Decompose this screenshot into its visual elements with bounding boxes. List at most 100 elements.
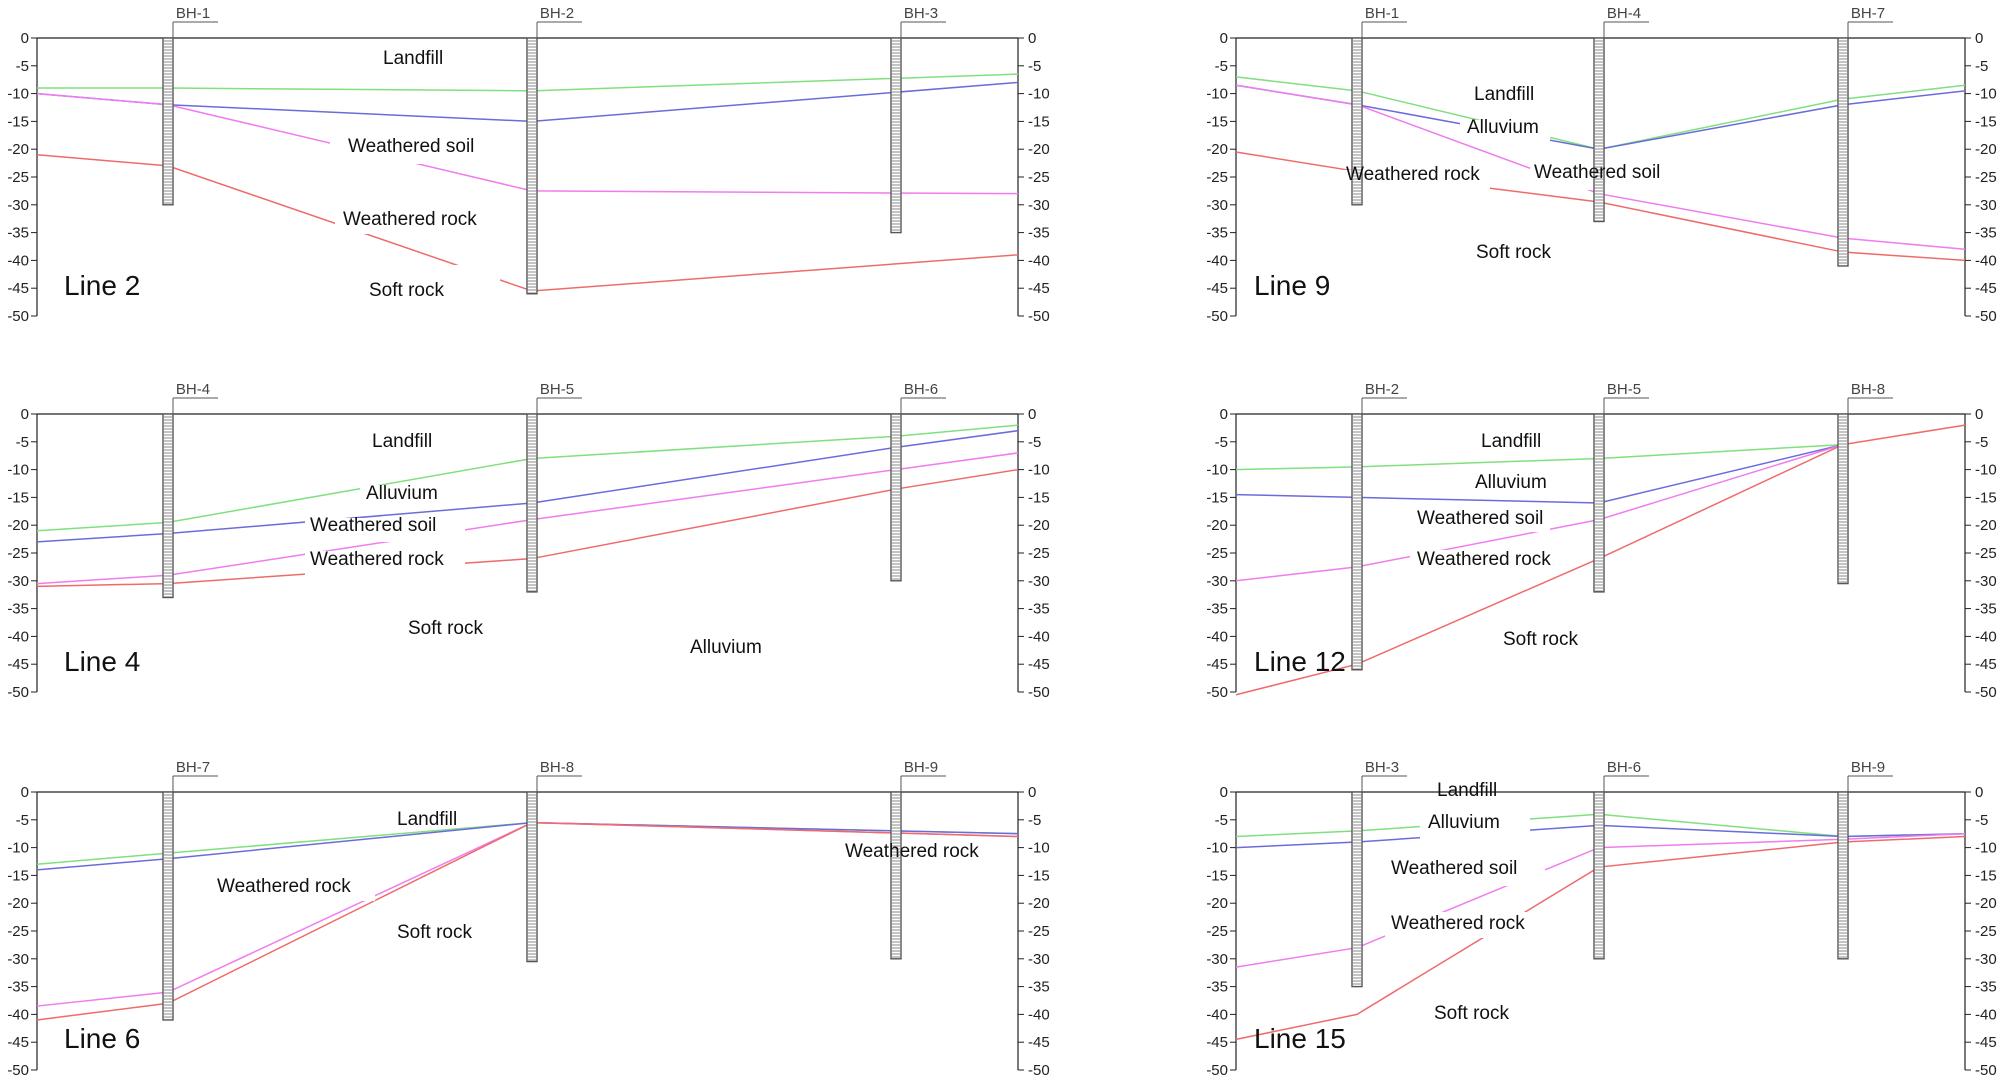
- landfill-boundary-line: [1235, 443, 1844, 471]
- layer-label: Weathered soil: [310, 515, 436, 536]
- depth-tick-label: -20: [1975, 141, 1997, 158]
- depth-tick-label: -25: [7, 545, 29, 562]
- depth-tick-label: -20: [7, 895, 29, 912]
- depth-tick-label: -40: [1206, 252, 1228, 269]
- label-gap: [1385, 912, 1545, 938]
- depth-tick-label: -35: [1975, 225, 1997, 242]
- borehole-column: [890, 413, 902, 582]
- depth-tick-label: -20: [7, 517, 29, 534]
- depth-tick-label: -40: [7, 252, 29, 269]
- borehole-label: BH-4: [1607, 5, 1641, 22]
- depth-tick-label: -35: [1975, 979, 1997, 996]
- layer-label: Weathered rock: [343, 209, 477, 230]
- depth-tick-label: -30: [1975, 573, 1997, 590]
- borehole-label: BH-2: [540, 5, 574, 22]
- depth-tick-label: 0: [1975, 30, 1983, 47]
- depth-tick-label: -25: [1975, 923, 1997, 940]
- cross-section-panel: 0 -5 -10 -15 -20 -25 -30 -35 -40 -45 -50 0 -5 -10 -15 -…: [1206, 759, 1996, 1079]
- depth-tick-label: -30: [1206, 573, 1228, 590]
- depth-tick-label: -25: [1206, 923, 1228, 940]
- layer-label: Weathered rock: [1346, 164, 1480, 185]
- depth-tick-label: -50: [1206, 308, 1228, 325]
- depth-tick-label: -15: [1028, 489, 1050, 506]
- panel-title: Line 9: [1254, 270, 1330, 301]
- depth-tick-label: -35: [1206, 225, 1228, 242]
- depth-tick-label: -5: [1215, 58, 1228, 75]
- depth-tick-label: -20: [1206, 517, 1228, 534]
- label-gap: [1410, 550, 1560, 574]
- panel-title: Line 12: [1254, 646, 1346, 677]
- depth-tick-label: -25: [7, 169, 29, 186]
- depth-tick-label: -10: [1975, 86, 1997, 103]
- depth-tick-label: 0: [1975, 406, 1983, 423]
- borehole-column: [162, 413, 174, 599]
- depth-tick-label: -40: [1206, 1006, 1228, 1023]
- depth-tick-label: -20: [1975, 517, 1997, 534]
- depth-tick-label: 0: [1220, 30, 1228, 47]
- layer-label: Soft rock: [1476, 242, 1551, 263]
- depth-tick-label: -35: [1028, 225, 1050, 242]
- cross-section-panel: 0 -5 -10 -15 -20 -25 -30 -35 -40 -45 -50 0 -5 -10 -15 -…: [1206, 5, 1996, 325]
- depth-tick-label: -20: [1028, 895, 1050, 912]
- layer-label: Landfill: [372, 431, 432, 452]
- depth-tick-label: -35: [1028, 979, 1050, 996]
- depth-tick-label: -35: [7, 601, 29, 618]
- depth-tick-label: 0: [1028, 784, 1036, 801]
- borehole-bh-4: BH-4: [162, 381, 218, 599]
- cross-section-panel: 0 -5 -10 -15 -20 -25 -30 -35 -40 -45 -50 0 -5 -10 -15 -…: [1206, 381, 1996, 701]
- depth-tick-label: -50: [7, 684, 29, 701]
- borehole-label: BH-2: [1365, 381, 1399, 398]
- depth-tick-label: -35: [1975, 601, 1997, 618]
- depth-tick-label: -10: [1028, 86, 1050, 103]
- borehole-label: BH-7: [176, 759, 210, 776]
- borehole-label: BH-5: [540, 381, 574, 398]
- depth-tick-label: -5: [1028, 434, 1041, 451]
- depth-tick-label: -15: [1028, 867, 1050, 884]
- depth-tick-label: -30: [1206, 197, 1228, 214]
- depth-tick-label: 0: [1028, 406, 1036, 423]
- depth-tick-label: -30: [7, 573, 29, 590]
- borehole-column: [1351, 37, 1363, 206]
- layer-label: Landfill: [1481, 431, 1541, 452]
- depth-tick-label: -45: [7, 280, 29, 297]
- layer-label: Weathered rock: [1417, 549, 1551, 570]
- weathered-soil-boundary-line: [1235, 443, 1844, 582]
- depth-tick-label: -10: [1206, 86, 1228, 103]
- label-gap: [205, 875, 375, 901]
- depth-tick-label: -15: [1206, 867, 1228, 884]
- borehole-label: BH-3: [904, 5, 938, 22]
- borehole-bh-5: BH-5: [526, 381, 582, 593]
- depth-tick-label: -30: [1028, 951, 1050, 968]
- depth-tick-label: -50: [1975, 308, 1997, 325]
- borehole-bh-3: BH-3: [1351, 759, 1407, 988]
- depth-tick-label: -35: [7, 225, 29, 242]
- depth-tick-label: -25: [1975, 169, 1997, 186]
- borehole-column: [162, 37, 174, 206]
- layer-label: Weathered rock: [217, 876, 351, 897]
- layer-label: Landfill: [1474, 84, 1534, 105]
- borehole-column: [526, 37, 538, 295]
- depth-tick-label: -45: [1028, 656, 1050, 673]
- depth-tick-label: -10: [1206, 840, 1228, 857]
- depth-tick-label: -50: [1028, 1062, 1050, 1079]
- label-gap: [335, 210, 465, 234]
- borehole-label: BH-6: [904, 381, 938, 398]
- depth-tick-label: -30: [1028, 197, 1050, 214]
- borehole-bh-1: BH-1: [162, 5, 218, 206]
- borehole-column: [526, 413, 538, 593]
- borehole-bh-2: BH-2: [1351, 381, 1407, 671]
- borehole-label: BH-8: [540, 759, 574, 776]
- borehole-bh-4: BH-4: [1593, 5, 1649, 223]
- layer-label: Weathered soil: [1391, 858, 1517, 879]
- cross-section-panel: 0 -5 -10 -15 -20 -25 -30 -35 -40 -45 -50 0 -5 -10 -15 -…: [7, 381, 1049, 701]
- panel-title: Line 15: [1254, 1023, 1346, 1054]
- depth-tick-label: -30: [1028, 573, 1050, 590]
- borehole-column: [526, 791, 538, 963]
- borehole-label: BH-4: [176, 381, 210, 398]
- borehole-column: [1593, 413, 1605, 593]
- layer-label: Landfill: [397, 809, 457, 830]
- label-gap: [330, 140, 460, 164]
- borehole-bh-3: BH-3: [890, 5, 946, 234]
- depth-tick-label: -45: [1975, 656, 1997, 673]
- borehole-bh-1: BH-1: [1351, 5, 1407, 206]
